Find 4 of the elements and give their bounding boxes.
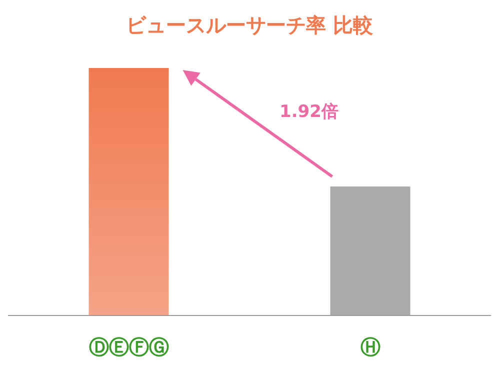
x-tick-label: Ⓗ — [360, 335, 380, 359]
annotation: 1.92倍 — [280, 102, 338, 122]
chart-title: ビュースルーサーチ率 比較 — [126, 13, 374, 37]
x-tick-label: ⒹⒺⒻⒼ — [88, 335, 169, 359]
